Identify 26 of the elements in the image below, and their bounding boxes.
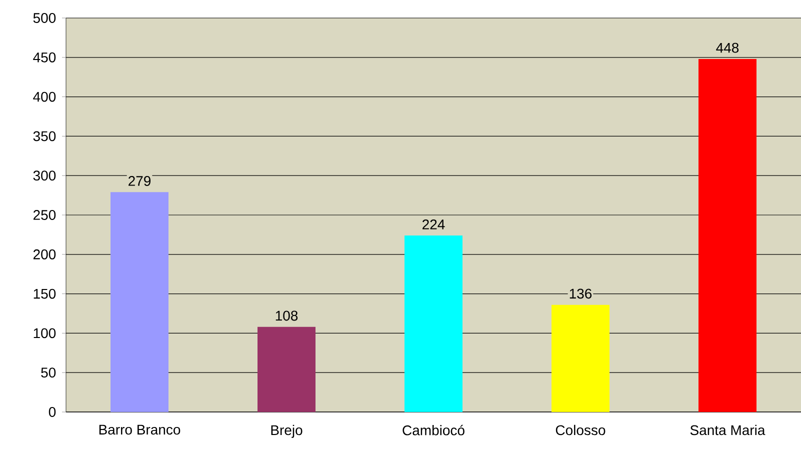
- y-tick-label: 100: [34, 328, 56, 338]
- x-tick-label: Cambiocó: [402, 424, 464, 436]
- y-tick-label: 400: [33, 92, 56, 102]
- y-tick-label: 450: [33, 52, 56, 62]
- data-label: 224: [422, 219, 445, 230]
- data-label: 448: [716, 42, 739, 53]
- y-tick-label: 50: [41, 368, 56, 378]
- bar: [551, 304, 610, 412]
- y-tick-label: 350: [33, 131, 56, 142]
- x-tick-label: Colosso: [556, 424, 606, 436]
- y-tick-label: 250: [33, 210, 56, 220]
- y-tick-label: 300: [33, 170, 56, 181]
- data-label: 108: [276, 310, 298, 321]
- y-tick-label: 150: [34, 288, 56, 299]
- y-tick-label: 500: [33, 13, 56, 23]
- bar: [110, 192, 169, 412]
- bar: [404, 235, 462, 412]
- y-tick-label: 0: [48, 407, 56, 417]
- x-tick-label: Brejo: [271, 424, 302, 438]
- x-tick-label: Santa Maria: [690, 424, 766, 436]
- y-tick-label: 200: [33, 249, 56, 260]
- bar: [698, 58, 756, 412]
- bar: [258, 326, 316, 412]
- data-label: 279: [128, 176, 151, 186]
- data-label: 136: [570, 288, 592, 299]
- x-tick-label: Barro Branco: [99, 424, 180, 435]
